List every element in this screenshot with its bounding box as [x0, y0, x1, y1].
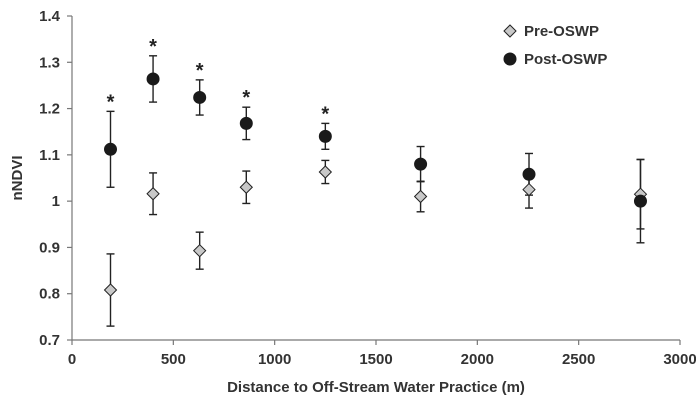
pre-oswp-point	[103, 283, 118, 297]
x-tick-label: 1000	[258, 351, 291, 368]
post-oswp-point	[522, 167, 536, 181]
y-tick-label: 0.7	[39, 332, 60, 349]
legend-pre-oswp-marker	[503, 24, 517, 38]
significance-asterisk: *	[242, 87, 250, 109]
post-oswp-point	[193, 90, 207, 104]
pre-oswp-point	[413, 189, 428, 204]
legend-post-oswp-marker	[503, 52, 517, 66]
significance-asterisk: *	[107, 91, 115, 113]
post-oswp-point	[104, 142, 118, 156]
pre-oswp-point	[239, 180, 254, 194]
x-tick-label: 2000	[461, 351, 494, 368]
y-tick-label: 0.9	[39, 239, 60, 256]
pre-oswp-point	[318, 165, 333, 179]
post-oswp-point	[414, 157, 428, 171]
y-tick-label: 1.3	[39, 54, 60, 71]
x-tick-label: 3000	[663, 351, 696, 368]
post-oswp-point	[318, 129, 332, 143]
x-tick-label: 0	[68, 351, 76, 368]
significance-asterisk: *	[196, 60, 204, 82]
y-tick-label: 1.4	[39, 8, 61, 25]
post-oswp-point	[239, 116, 253, 130]
pre-oswp-point	[192, 243, 207, 258]
legend-post-oswp-label: Post-OSWP	[524, 51, 607, 68]
x-axis-title: Distance to Off-Stream Water Practice (m…	[227, 379, 525, 396]
pre-oswp-point	[146, 187, 160, 201]
y-axis-title: nNDVI	[9, 156, 26, 201]
x-tick-label: 1500	[359, 351, 392, 368]
legend-pre-oswp-label: Pre-OSWP	[524, 23, 599, 40]
x-tick-label: 2500	[562, 351, 595, 368]
post-oswp-point	[146, 72, 160, 86]
y-tick-label: 1	[52, 193, 60, 210]
pre-oswp-point	[522, 182, 536, 197]
x-tick-label: 500	[161, 351, 186, 368]
significance-asterisk: *	[321, 103, 329, 125]
y-tick-label: 1.1	[39, 147, 60, 164]
significance-asterisk: *	[149, 36, 157, 58]
y-tick-label: 0.8	[39, 286, 60, 303]
y-tick-label: 1.2	[39, 101, 60, 118]
post-oswp-point	[633, 194, 647, 208]
